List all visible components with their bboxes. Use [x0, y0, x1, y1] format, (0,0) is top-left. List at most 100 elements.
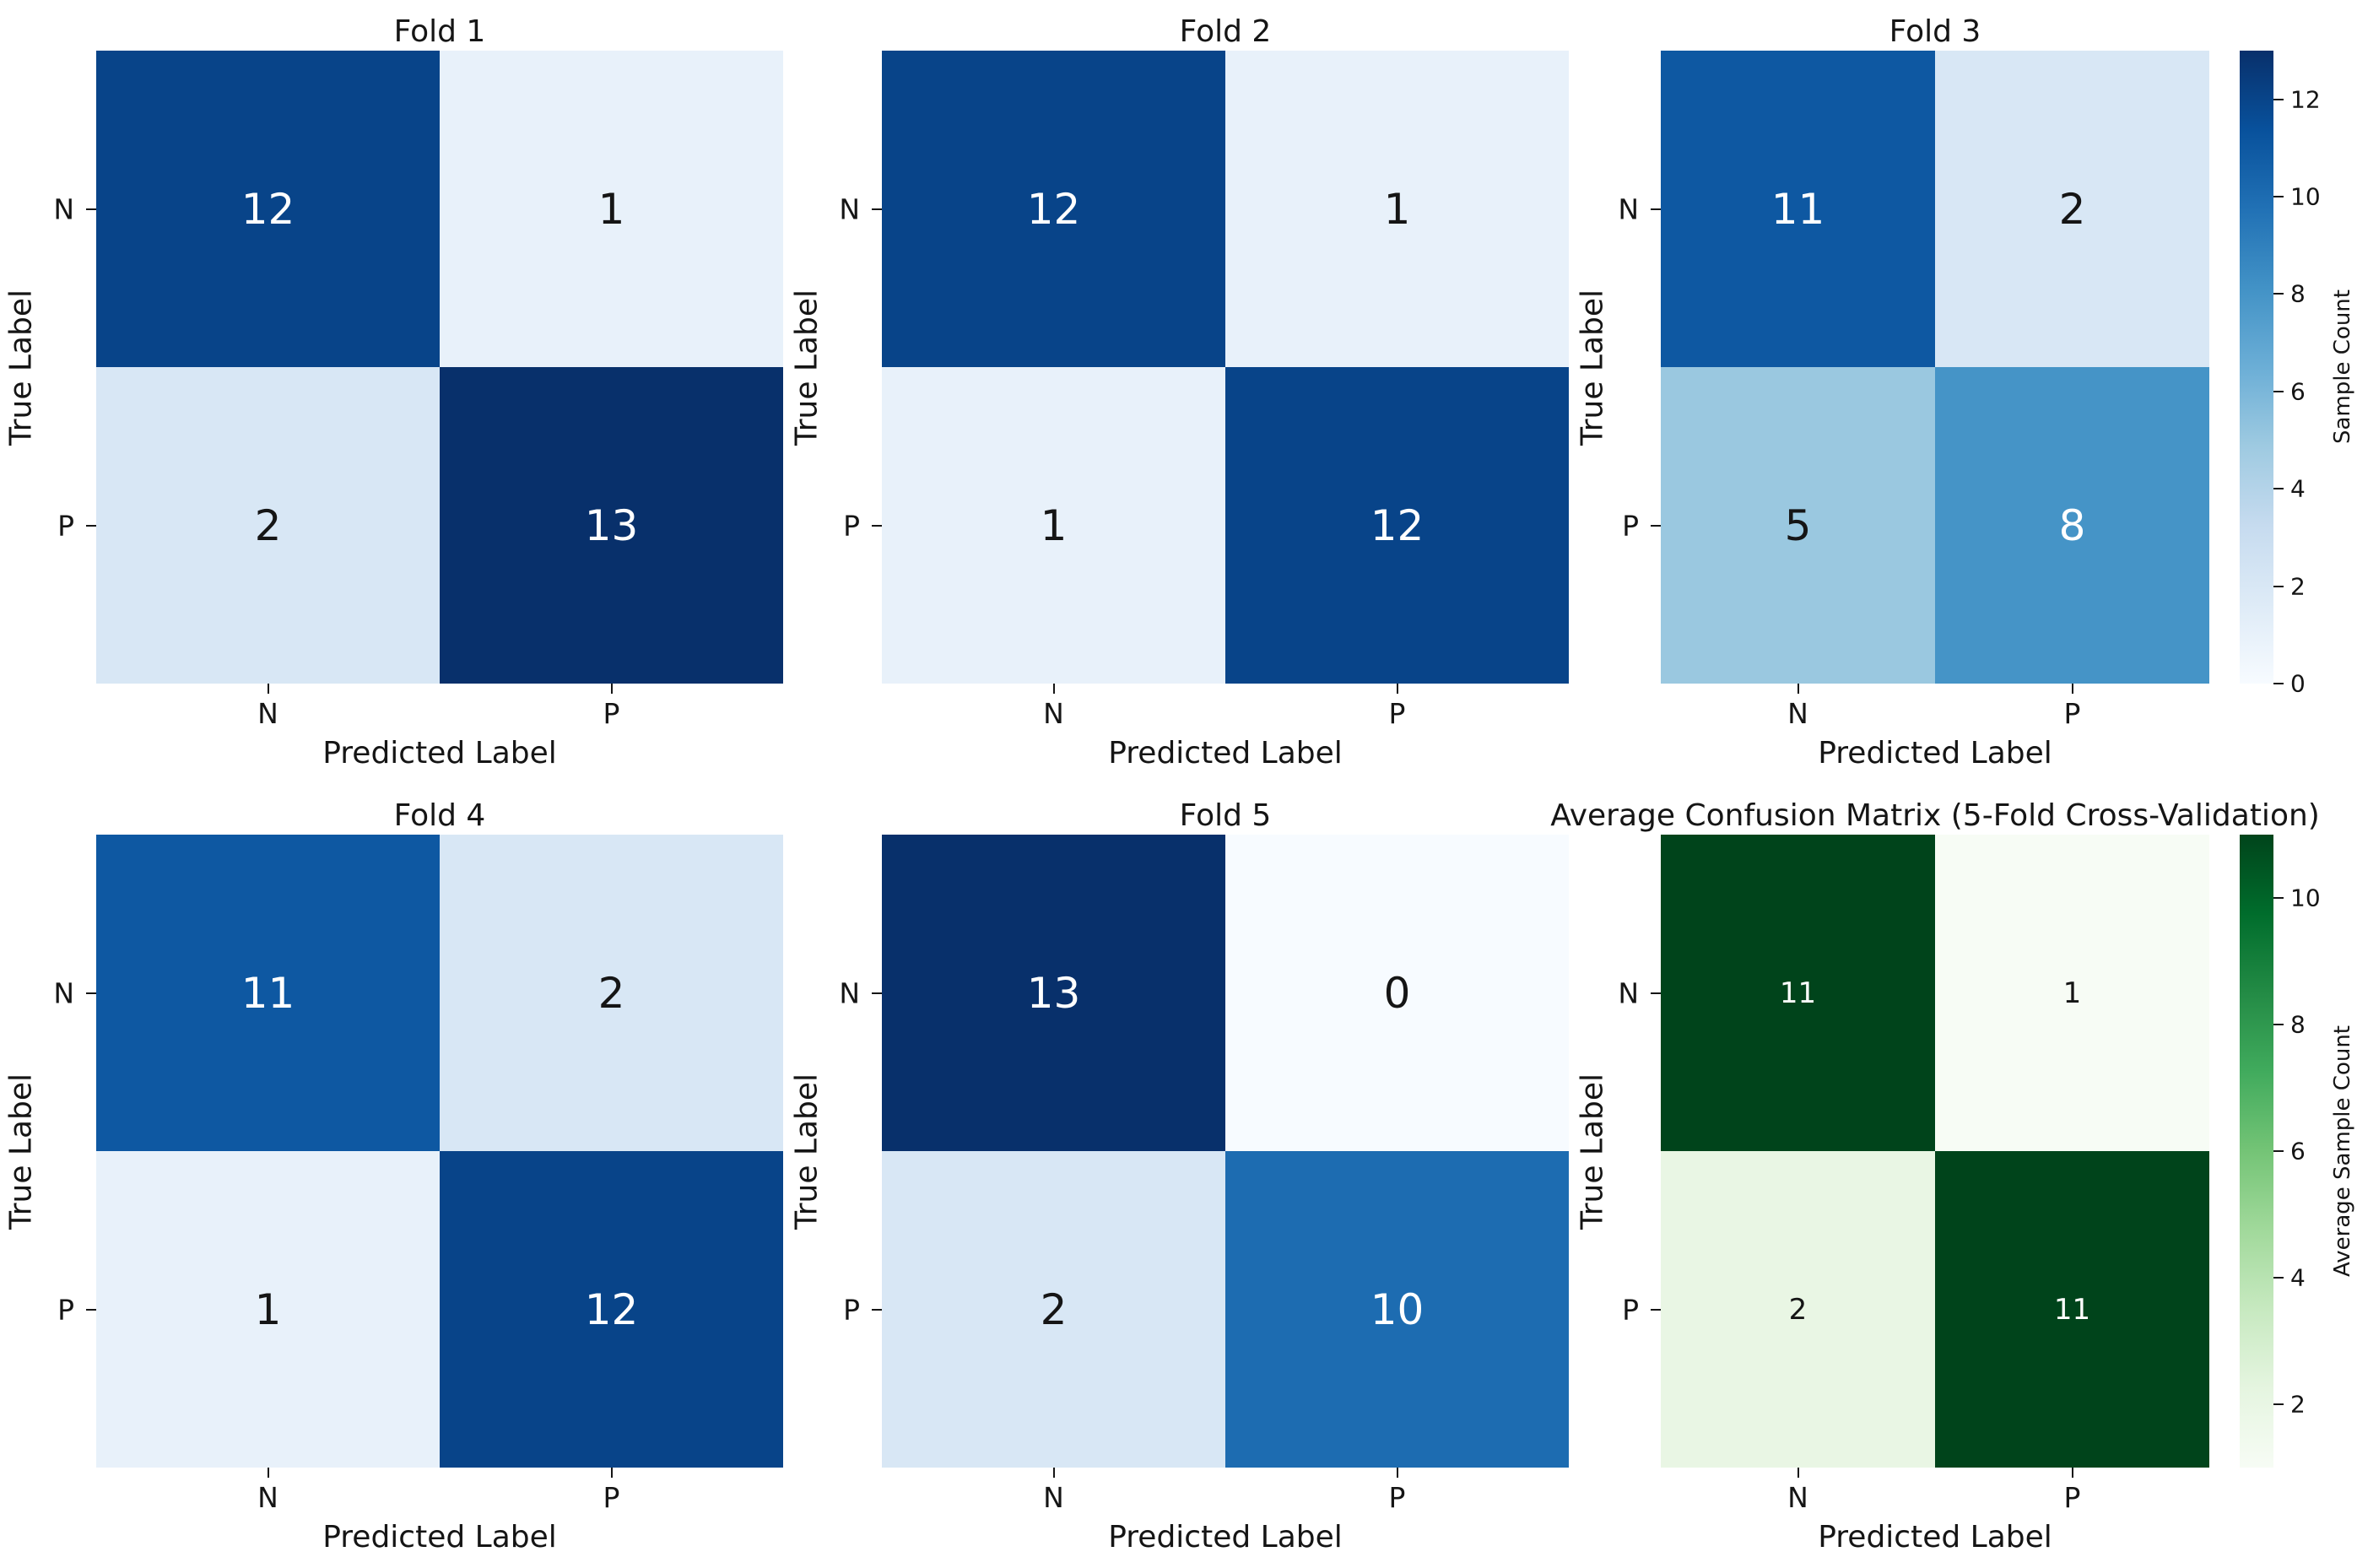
- subplot-title-text: Fold 5: [1179, 798, 1272, 834]
- y-tick-mark: [872, 1308, 882, 1311]
- colorbar-tick-label: 4: [2290, 1263, 2306, 1292]
- y-tick-label: N: [53, 192, 74, 225]
- subplot-title-text: Fold 1: [393, 14, 486, 50]
- matrix-cell-true-n-pred-p: 2: [440, 835, 783, 1151]
- colorbar-gradient: [2240, 51, 2273, 684]
- y-tick-label: P: [1622, 509, 1639, 542]
- subplot-title-text: Fold 4: [393, 798, 486, 834]
- x-axis-ticks: N P: [882, 1468, 1569, 1518]
- y-tick-label: P: [57, 1293, 74, 1326]
- y-tick-label: P: [1622, 1293, 1639, 1326]
- subplot-title: Fold 4: [96, 794, 783, 833]
- y-tick-label: N: [839, 192, 860, 225]
- x-tick-label: N: [257, 697, 278, 730]
- x-tick-mark: [267, 684, 269, 694]
- colorbar-tick-label: 2: [2290, 572, 2306, 601]
- y-axis-ticks: N P: [786, 835, 882, 1468]
- matrix-cell-true-p-pred-p: 11: [1935, 1151, 2209, 1468]
- y-axis-ticks: N P: [1571, 835, 1661, 1468]
- x-tick-label: N: [1043, 1481, 1064, 1514]
- colorbar-tick-label: 4: [2290, 474, 2306, 503]
- x-axis-label: Predicted Label: [1818, 1520, 2052, 1554]
- colorbar-tick-label: 8: [2290, 279, 2306, 308]
- colorbar-tick-label: 6: [2290, 377, 2306, 406]
- x-axis-ticks: N P: [96, 684, 783, 734]
- heatmap-matrix: 11 2 5 8: [1661, 51, 2209, 684]
- matrix-cell-true-p-pred-p: 12: [440, 1151, 783, 1468]
- matrix-cell-true-p-pred-p: 10: [1225, 1151, 1569, 1468]
- y-tick-label: N: [839, 976, 860, 1009]
- colorbar-sample-count: Sample Count 0 2 4 6 8 10 12: [2240, 51, 2357, 698]
- y-tick-label: P: [843, 1293, 860, 1326]
- matrix-cell-true-p-pred-p: 8: [1935, 367, 2209, 684]
- x-tick-mark: [1797, 684, 1799, 694]
- x-axis-ticks: N P: [882, 684, 1569, 734]
- x-axis-label: Predicted Label: [1818, 736, 2052, 770]
- x-tick-label: P: [1388, 1481, 1406, 1514]
- x-tick-mark: [2071, 1468, 2073, 1478]
- x-tick-label: P: [603, 1481, 620, 1514]
- subplot-title: Fold 5: [882, 794, 1569, 833]
- matrix-cell-true-p-pred-n: 1: [96, 1151, 440, 1468]
- matrix-cell-true-p-pred-n: 5: [1661, 367, 1935, 684]
- subplot-title: Fold 1: [96, 10, 783, 49]
- y-tick-mark: [1651, 1308, 1661, 1311]
- y-tick-mark: [872, 524, 882, 527]
- x-axis-label: Predicted Label: [322, 736, 557, 770]
- x-axis-label: Predicted Label: [322, 1520, 557, 1554]
- matrix-cell-true-n-pred-p: 0: [1225, 835, 1569, 1151]
- matrix-cell-true-n-pred-n: 12: [96, 51, 440, 367]
- y-axis-ticks: N P: [0, 835, 96, 1468]
- colorbar-tick-label: 0: [2290, 669, 2306, 698]
- matrix-cell-true-p-pred-n: 2: [96, 367, 440, 684]
- subplot-fold-4: Fold 4 True Label N P 11 2 1 12 N P Pred…: [0, 784, 786, 1568]
- y-tick-label: P: [57, 509, 74, 542]
- subplot-title: Fold 2: [882, 10, 1569, 49]
- subplot-fold-1: Fold 1 True Label N P 12 1 2 13 N P Pred…: [0, 0, 786, 784]
- x-axis-ticks: N P: [1661, 1468, 2209, 1518]
- x-tick-label: N: [257, 1481, 278, 1514]
- matrix-cell-true-n-pred-n: 11: [1661, 835, 1935, 1151]
- x-tick-mark: [2071, 684, 2073, 694]
- colorbar-tick-mark: [2273, 196, 2284, 198]
- x-tick-label: P: [2063, 1481, 2081, 1514]
- y-tick-label: P: [843, 509, 860, 542]
- matrix-cell-true-n-pred-n: 13: [882, 835, 1225, 1151]
- colorbar-tick-mark: [2273, 1150, 2284, 1152]
- colorbar-average-sample-count: Average Sample Count 2 4 6 8 10: [2240, 835, 2357, 1468]
- x-axis-label: Predicted Label: [1108, 1520, 1343, 1554]
- y-tick-label: N: [1618, 192, 1639, 225]
- matrix-cell-true-n-pred-n: 11: [1661, 51, 1935, 367]
- matrix-cell-true-p-pred-n: 2: [1661, 1151, 1935, 1468]
- colorbar-tick-mark: [2273, 98, 2284, 100]
- y-tick-mark: [1651, 208, 1661, 210]
- heatmap-matrix: 11 1 2 11: [1661, 835, 2209, 1468]
- colorbar-tick-mark: [2273, 585, 2284, 587]
- y-tick-mark: [1651, 524, 1661, 527]
- y-tick-mark: [86, 1308, 96, 1311]
- matrix-cell-true-p-pred-n: 2: [882, 1151, 1225, 1468]
- matrix-cell-true-n-pred-n: 11: [96, 835, 440, 1151]
- subplot-title-text: Fold 3: [1889, 14, 1981, 50]
- matrix-cell-true-n-pred-n: 12: [882, 51, 1225, 367]
- subplot-title-text: Fold 2: [1179, 14, 1272, 50]
- x-tick-label: P: [1388, 697, 1406, 730]
- y-axis-ticks: N P: [0, 51, 96, 684]
- x-tick-label: N: [1043, 697, 1064, 730]
- colorbar-tick-mark: [2273, 1277, 2284, 1279]
- subplot-title-text: Average Confusion Matrix (5-Fold Cross-V…: [1550, 798, 2320, 834]
- matrix-cell-true-p-pred-p: 12: [1225, 367, 1569, 684]
- y-tick-mark: [872, 992, 882, 994]
- x-axis-ticks: N P: [96, 1468, 783, 1518]
- subplot-fold-3: Fold 3 True Label N P 11 2 5 8 N P Predi…: [1571, 0, 2357, 784]
- colorbar-gradient: [2240, 835, 2273, 1468]
- heatmap-matrix: 11 2 1 12: [96, 835, 783, 1468]
- subplot-title: Fold 3: [1661, 10, 2209, 49]
- x-tick-label: N: [1787, 1481, 1808, 1514]
- matrix-cell-true-p-pred-p: 13: [440, 367, 783, 684]
- subplot-fold-5: Fold 5 True Label N P 13 0 2 10 N P Pred…: [786, 784, 1571, 1568]
- x-axis-ticks: N P: [1661, 684, 2209, 734]
- colorbar-tick-label: 12: [2290, 85, 2321, 114]
- x-tick-mark: [1052, 1468, 1055, 1478]
